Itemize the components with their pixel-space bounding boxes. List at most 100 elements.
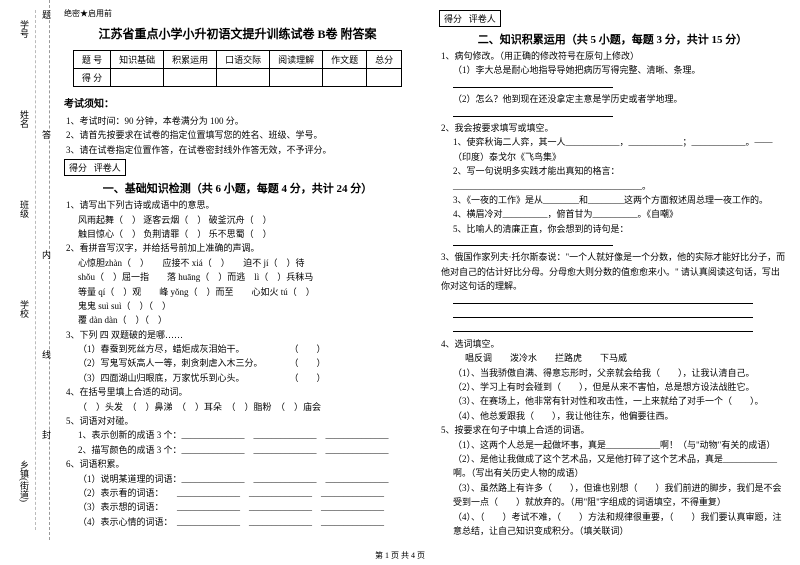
seal-char: 内 [40, 250, 53, 259]
td [164, 69, 217, 87]
q4-row: （ ）头发 （ ）鼻涕 （ ）耳朵 （ ）脂粉 （ ）庙会 [78, 400, 411, 414]
q6-row: （4）表示心情的词语： ______________ _____________… [78, 515, 411, 529]
grader-score: 得分 [69, 161, 87, 174]
s2q5-item: （4）、（ ）考试不难，（ ）方法和规律很重要，（ ）我们要认真审题，注意总结，… [453, 510, 786, 539]
grader-box: 得分 评卷人 [439, 10, 501, 27]
gutter-dashed-line [35, 10, 36, 530]
s2q2-item: 3、《一夜的工作》是从________和________这两个方面叙述周总理一夜… [453, 193, 786, 207]
seal-char: 线 [40, 350, 53, 359]
s2q1-item: （2）怎么？他到现在还没拿定主意是学历史或者学地理。 [453, 92, 786, 106]
txt: 乐不思蜀（ [209, 229, 254, 239]
q6-row: （3）表示想的词语： ______________ ______________… [78, 500, 411, 514]
q2-row: 等量 qí（ ）观 峰 yǒng（ ）而至 心如火 tú（ ） [78, 285, 411, 299]
s2q2-item: 4、横眉冷对__________，俯首甘为__________。《自嘲》 [453, 207, 786, 221]
left-column: 绝密★启用前 江苏省重点小学小升初语文提升训练试卷 B卷 附答案 题 号 知识基… [50, 0, 425, 540]
table-row: 题 号 知识基础 积累运用 口语交际 阅读理解 作文题 总分 [73, 51, 401, 69]
s2q4-item: （2）、学习上有时会碰到（ ），但是从来不害怕，总是想方设法战胜它。 [453, 380, 786, 394]
q4-stem: 4、在括号里填上合适的动词。 [66, 385, 411, 399]
txt: 逐客云烟（ [143, 215, 188, 225]
answer-line [453, 308, 786, 322]
word-bank: 唱反调 泼冷水 拦路虎 下马威 [465, 351, 786, 365]
gutter-label: 学号 [18, 20, 31, 38]
s2q4-stem: 4、选词填空。 [441, 337, 786, 351]
txt: 负荆请罪（ [143, 229, 188, 239]
q3-opt: （3）四面湖山归眼底，万家忧乐到心头。 （ ） [78, 371, 411, 385]
q2-row: 覆 dàn dàn（ ）（ ） [78, 313, 411, 327]
q2-stem: 2、看拼音写汉字，并给括号前加上准确的声调。 [66, 241, 411, 255]
s2q5-item: （1）、这两个人总是一起做坏事，真是____________啊！（与"动物"有关… [453, 438, 786, 452]
s2q5-item: （2）、是他让我做成了这个艺术品，又是他打碎了这个艺术品，真是_________… [453, 452, 786, 481]
td [270, 69, 323, 87]
s2q4-item: （4）、他总爱跟我（ ），我让他往东，他偏要往西。 [453, 409, 786, 423]
answer-line [453, 107, 786, 121]
s2q3-stem: 3、俄国作家列夫·托尔斯泰说："一个人就好像是一个分数，他的实际才能好比分子，而… [441, 250, 786, 293]
s2q4-item: （1）、当我骄傲自满、得意忘形时，父亲就会给我（ ），让我认清自己。 [453, 366, 786, 380]
answer-line [453, 78, 786, 92]
s2q2-item: 1、使弈秋诲二人弈，其一人____________，____________；_… [453, 135, 786, 164]
seal-char: 答 [40, 130, 53, 139]
grader-box: 得分 评卷人 [64, 159, 126, 176]
s2q5-item: （3）、虽然路上有许多（ ），但谁也别想（ ）我们前进的脚步，我们是不会受到一点… [453, 481, 786, 510]
q2-row: 心惊胆zhàn（ ） 应接不 xiá（ ） 迫不 jí（ ）待 [78, 256, 411, 270]
q5-row: 2、描写颜色的成语 3 个：______________ ___________… [78, 443, 411, 457]
answer-line [453, 236, 786, 250]
th: 口语交际 [217, 51, 270, 69]
gutter-label: 乡镇(街道) [18, 460, 31, 502]
q1-stem: 1、请写出下列古诗或成语中的意思。 [66, 198, 411, 212]
txt: 触目惊心（ [78, 229, 123, 239]
secret-note: 绝密★启用前 [64, 8, 411, 19]
s2q5-stem: 5、按要求在句子中填上合适的词语。 [441, 423, 786, 437]
answer-line [453, 322, 786, 336]
th: 知识基础 [111, 51, 164, 69]
q5-row: 1、表示创新的成语 3 个：______________ ___________… [78, 428, 411, 442]
score-table: 题 号 知识基础 积累运用 口语交际 阅读理解 作文题 总分 得 分 [73, 50, 402, 87]
right-column: 得分 评卷人 二、知识积累运用（共 5 小题，每题 3 分，共计 15 分） 1… [425, 0, 800, 540]
gutter-label: 学校 [18, 300, 31, 318]
grader-person: 评卷人 [469, 12, 496, 25]
binding-gutter: 学号 姓名 班级 学校 乡镇(街道) 题 答 内 线 封 [0, 0, 50, 540]
notice-item: 3、请在试卷指定位置作答，在试卷密封线外作答无效，不予评分。 [66, 143, 411, 157]
table-row: 得 分 [73, 69, 401, 87]
q1-row: 触目惊心（ ） 负荆请罪（ ） 乐不思蜀（ ） [78, 227, 411, 241]
th: 作文题 [323, 51, 367, 69]
grader-person: 评卷人 [94, 161, 121, 174]
section2-title: 二、知识积累运用（共 5 小题，每题 3 分，共计 15 分） [439, 31, 786, 47]
td [367, 69, 402, 87]
q2-row: shǒu（ ）屈一指 落 huāng（ ）而逃 lì（ ）兵秣马 [78, 270, 411, 284]
s2q4-item: （3）、在赛场上，他非常有针对性和攻击性，一上来就给了对手一个（ ）。 [453, 394, 786, 408]
q2-row: 鬼鬼 suì suì（ ）（ ） [78, 299, 411, 313]
td [323, 69, 367, 87]
txt: 风雨起舞（ [78, 215, 123, 225]
s2q2-item: 2、写一句说明多实践才能出真知的格言：_____________________… [453, 164, 786, 193]
q3-stem: 3、下列 四 双题破的是哪…… [66, 328, 411, 342]
td [111, 69, 164, 87]
grader-score: 得分 [444, 12, 462, 25]
page-container: 学号 姓名 班级 学校 乡镇(街道) 题 答 内 线 封 绝密★启用前 江苏省重… [0, 0, 800, 540]
q6-row: （1）说明某道理的词语：______________ _____________… [78, 472, 411, 486]
txt: 破釜沉舟（ [209, 215, 254, 225]
th: 总分 [367, 51, 402, 69]
s2q2-item: 5、比喻人的清廉正直，你会想到的诗句是： [453, 222, 786, 236]
q3-opt: （1）春蚕到死丝方尽，蜡炬成灰泪始干。 （ ） [78, 342, 411, 356]
section1-title: 一、基础知识检测（共 6 小题，每题 4 分，共计 24 分） [64, 180, 411, 196]
q3-opt: （2）写鬼写妖高人一等，刺贪刺虐入木三分。 （ ） [78, 356, 411, 370]
s2q2-stem: 2、我会按要求填写或填空。 [441, 121, 786, 135]
answer-line [453, 294, 786, 308]
seal-char: 题 [40, 10, 53, 19]
seal-char: 封 [40, 430, 53, 439]
th: 积累运用 [164, 51, 217, 69]
notice-item: 1、考试时间：90 分钟，本卷满分为 100 分。 [66, 114, 411, 128]
gutter-label: 姓名 [18, 110, 31, 128]
th: 阅读理解 [270, 51, 323, 69]
notice-heading: 考试须知： [64, 95, 411, 110]
notice-item: 2、请首先按要求在试卷的指定位置填写您的姓名、班级、学号。 [66, 128, 411, 142]
td: 得 分 [73, 69, 110, 87]
gutter-label: 班级 [18, 200, 31, 218]
td [217, 69, 270, 87]
exam-title: 江苏省重点小学小升初语文提升训练试卷 B卷 附答案 [64, 25, 411, 42]
s2q1-stem: 1、病句修改。（用正确的修改符号在原句上修改） [441, 49, 786, 63]
q5-stem: 5、词语对对碰。 [66, 414, 411, 428]
th: 题 号 [73, 51, 110, 69]
q1-row: 风雨起舞（ ） 逐客云烟（ ） 破釜沉舟（ ） [78, 213, 411, 227]
q6-row: （2）表示看的词语： ______________ ______________… [78, 486, 411, 500]
